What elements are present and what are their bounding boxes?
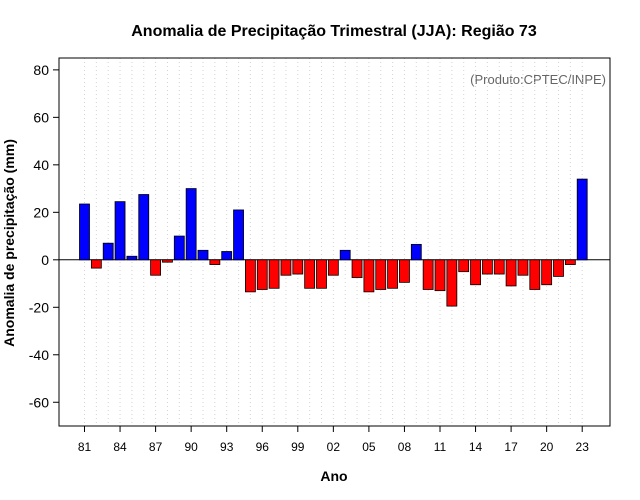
- bar-1989: [173, 235, 185, 261]
- x-tick-label: 96: [256, 440, 270, 454]
- bar-1990: [185, 188, 197, 261]
- bar-2015: [481, 259, 493, 275]
- x-tick-label: 08: [398, 440, 412, 454]
- bar-2000: [304, 259, 316, 289]
- bar-1988: [162, 259, 173, 263]
- x-tick-label: 14: [469, 440, 483, 454]
- x-tick-label: 17: [504, 440, 518, 454]
- x-tick-label: 84: [113, 440, 127, 454]
- bar-1999: [292, 259, 304, 275]
- bar-2017: [505, 259, 517, 287]
- bar-2016: [493, 259, 505, 275]
- bar-2008: [399, 259, 410, 283]
- bar-1991: [197, 249, 209, 261]
- y-tick-label: -60: [29, 394, 49, 410]
- y-tick-label: 40: [33, 157, 49, 173]
- x-tick-label: 23: [576, 440, 590, 454]
- bar-2013: [458, 259, 470, 273]
- chart-title: Anomalia de Precipitação Trimestral (JJA…: [131, 23, 537, 40]
- bar-2001: [316, 259, 327, 289]
- bar-2019: [529, 259, 541, 290]
- x-axis: 81 84 87 90 93 96 99 02 05 08 11 14 17 20 23: [78, 426, 589, 454]
- bar-2014: [470, 259, 481, 286]
- y-tick-label: 80: [33, 62, 49, 78]
- bar-2020: [541, 259, 553, 286]
- x-tick-label: 11: [434, 440, 447, 454]
- plot-frame: [58, 57, 611, 427]
- y-axis: -60 -40 -20 0 20 40 60 80: [29, 62, 59, 410]
- bar-2022: [564, 259, 576, 265]
- x-tick-label: 05: [362, 440, 376, 454]
- y-tick-label: -20: [29, 299, 49, 315]
- bar-2005: [363, 259, 375, 293]
- bar-1984: [114, 201, 126, 261]
- bar-1998: [280, 259, 292, 276]
- x-tick-label: 81: [78, 440, 92, 454]
- grid-lines: [84, 58, 583, 426]
- x-tick-label: 02: [327, 440, 341, 454]
- y-axis-title: Anomalia de precipitação (mm): [1, 139, 17, 347]
- bar-1994: [233, 209, 244, 261]
- bar-1992: [209, 259, 221, 265]
- bar-2018: [517, 259, 529, 276]
- bar-1983: [102, 242, 114, 261]
- bar-2023: [576, 178, 588, 261]
- x-tick-label: 99: [291, 440, 305, 454]
- bar-2010: [422, 259, 434, 290]
- y-tick-label: -40: [29, 347, 49, 363]
- y-tick-label: 20: [33, 204, 49, 220]
- bar-1986: [138, 194, 150, 261]
- bar-1997: [268, 259, 280, 289]
- bar-1982: [90, 259, 102, 269]
- x-axis-title: Ano: [320, 468, 347, 484]
- bar-2002: [327, 259, 339, 276]
- bar-2011: [434, 259, 446, 292]
- bar-2004: [351, 259, 363, 279]
- bar-2021: [553, 259, 564, 277]
- x-tick-label: 90: [184, 440, 198, 454]
- bars: [79, 178, 588, 307]
- y-tick-label: 60: [33, 109, 49, 125]
- bar-2007: [387, 259, 399, 289]
- source-annotation: (Produto:CPTEC/INPE): [470, 72, 606, 87]
- bar-2006: [375, 259, 387, 290]
- x-tick-label: 87: [149, 440, 163, 454]
- bar-1995: [244, 259, 256, 293]
- bar-1981: [79, 203, 90, 261]
- x-tick-label: 93: [220, 440, 234, 454]
- bar-1996: [256, 259, 268, 290]
- bar-2012: [446, 259, 458, 307]
- bar-1987: [150, 259, 162, 276]
- bar-1985: [126, 255, 138, 261]
- bar-1993: [221, 251, 233, 261]
- y-tick-label: 0: [41, 252, 49, 268]
- bar-2003: [339, 249, 351, 261]
- x-tick-label: 20: [540, 440, 554, 454]
- bar-2009: [410, 243, 422, 261]
